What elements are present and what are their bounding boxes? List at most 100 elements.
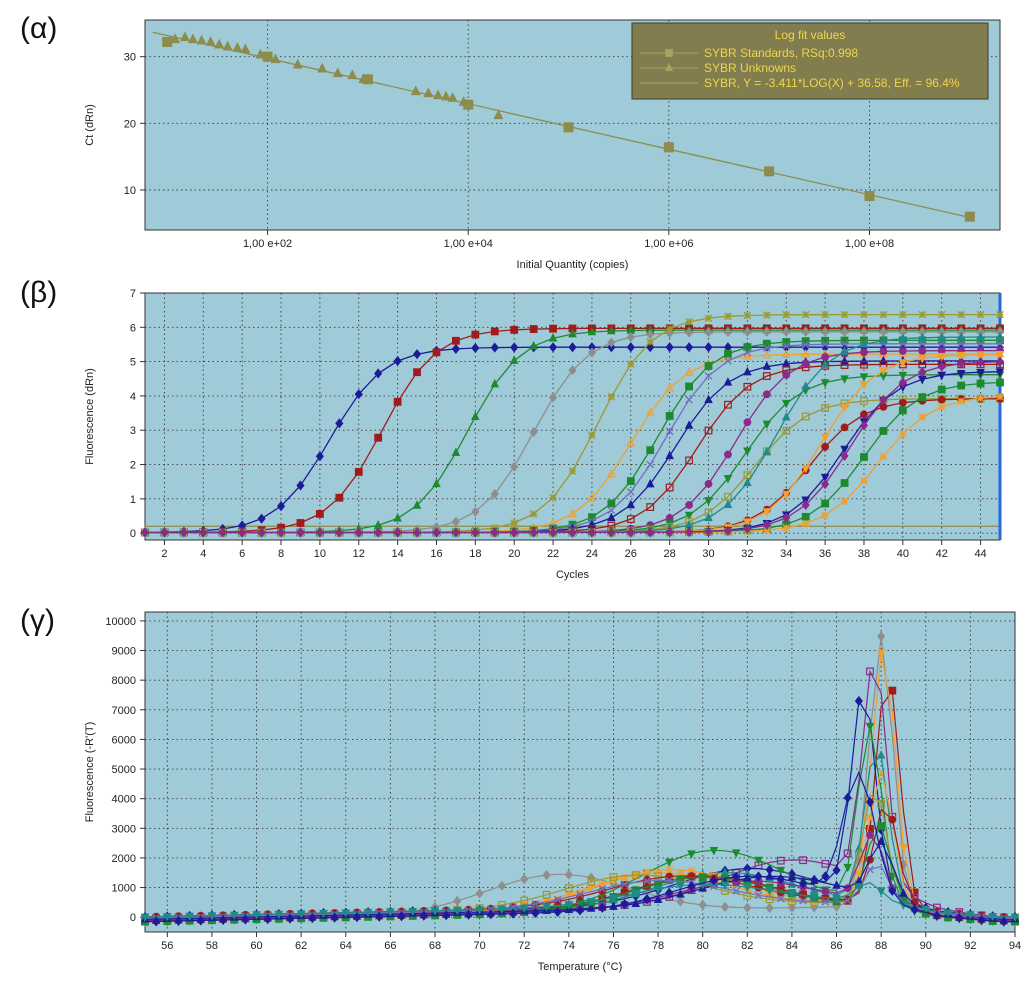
curve-point	[520, 896, 529, 905]
curve-point	[548, 392, 558, 403]
curve-point	[860, 453, 868, 461]
x-tick-label: 24	[586, 548, 598, 560]
curve-point	[840, 479, 849, 487]
panel-label-alpha: (α)	[20, 12, 58, 45]
curve-point	[568, 328, 577, 338]
curve-point	[731, 849, 741, 858]
curve-point	[607, 337, 616, 348]
curve-point	[646, 527, 655, 538]
chart-0: 1,00 e+02 1,00 e+04 1,00 e+06 1,00 e+08 10 20…	[84, 19, 1001, 271]
x-tick-label: 80	[697, 940, 709, 952]
curve-point	[341, 909, 351, 918]
data-point	[864, 191, 875, 202]
curve-point	[957, 310, 965, 319]
y-tick-label: 8000	[112, 675, 136, 687]
curve-point	[720, 881, 730, 891]
y-tick-label: 30	[124, 52, 136, 64]
curve-point	[646, 503, 655, 511]
curve-point	[821, 898, 830, 906]
curve-point	[843, 792, 852, 803]
curve-point	[743, 366, 752, 376]
curve-point	[451, 516, 460, 527]
curve-point	[665, 427, 674, 436]
y-tick-label: 2	[130, 460, 136, 472]
curve-point	[218, 527, 227, 538]
curve-point	[296, 519, 305, 527]
curve-point	[207, 912, 217, 921]
curve-point	[374, 433, 383, 442]
curve-point	[257, 527, 266, 538]
curve-point	[531, 907, 540, 919]
curve-point	[698, 899, 707, 911]
curve-point	[490, 327, 499, 336]
curve-point	[646, 446, 655, 455]
curve-point	[859, 381, 869, 390]
data-point	[358, 73, 369, 84]
series-sybr-standards	[162, 36, 975, 222]
curve-point	[921, 905, 931, 915]
curve-point	[809, 875, 819, 884]
y-tick-label: 6	[130, 322, 136, 334]
curve-point	[763, 311, 771, 319]
curve-point	[876, 649, 886, 659]
curve-point	[743, 477, 752, 487]
y-axis-label: Fluorescence (-R'(T)	[84, 722, 96, 823]
curve-point	[653, 885, 663, 895]
data-point	[493, 109, 504, 120]
data-point	[317, 62, 328, 73]
curve-point	[977, 914, 986, 926]
curve-point	[684, 420, 694, 429]
curve-point	[860, 348, 868, 357]
curve-point	[285, 913, 295, 924]
data-point	[433, 89, 443, 100]
curve-point	[626, 477, 635, 485]
curve-point	[765, 895, 774, 904]
data-point	[162, 36, 173, 47]
curve-point	[957, 358, 966, 369]
curve-point	[646, 460, 655, 469]
x-tick-label: 88	[875, 940, 887, 952]
curve-point	[859, 326, 869, 337]
curve-point	[976, 368, 985, 378]
curve-point	[140, 527, 150, 538]
curve-point	[609, 894, 618, 903]
curve-point	[548, 332, 558, 342]
curve-point	[620, 899, 629, 910]
curve-point	[274, 910, 284, 920]
curve-point	[781, 412, 791, 421]
y-tick-label: 1000	[112, 883, 136, 895]
curve-point	[374, 527, 383, 538]
y-tick-label: 3000	[112, 823, 136, 835]
curve-point	[879, 355, 888, 365]
x-tick-label: 1,00 e+04	[444, 238, 493, 250]
curve-point	[762, 326, 771, 337]
curve-point	[685, 395, 693, 404]
legend-entry: SYBR Standards, RSq:0.998	[704, 46, 858, 60]
x-tick-label: 92	[964, 940, 976, 952]
y-tick-label: 10	[124, 185, 136, 197]
curve-point	[743, 418, 752, 427]
curve-point	[743, 873, 752, 882]
x-tick-label: 78	[652, 940, 664, 952]
curve-point	[732, 871, 741, 882]
curve-point	[765, 902, 774, 913]
curve-point	[996, 310, 1004, 319]
curve-point	[782, 326, 791, 337]
curve-point	[743, 883, 752, 893]
curve-point	[956, 351, 966, 361]
curve-point	[568, 342, 577, 353]
curve-point	[354, 468, 363, 476]
x-axis-label: Temperature (°C)	[538, 961, 622, 973]
curve-point	[510, 325, 519, 334]
x-tick-label: 1,00 e+08	[845, 238, 894, 250]
curve-point	[996, 392, 1004, 401]
curve-point	[776, 866, 786, 876]
curve-point	[497, 905, 507, 915]
curve-point	[475, 888, 484, 899]
curve-point	[821, 499, 830, 508]
curve-point	[665, 865, 674, 874]
x-tick-label: 32	[741, 548, 753, 560]
curve-point	[684, 367, 694, 376]
curve-point	[801, 381, 810, 390]
